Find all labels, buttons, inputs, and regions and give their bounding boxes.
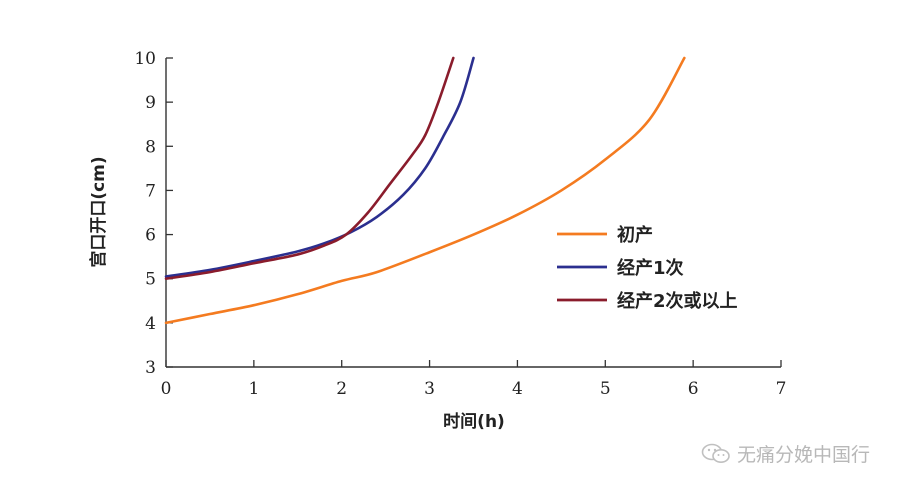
y-tick-label: 6 [145, 226, 156, 246]
y-tick-label: 3 [145, 358, 156, 378]
y-axis-title: 宫口开口(cm) [88, 156, 109, 267]
y-tick-label: 4 [145, 314, 156, 334]
y-tick-label: 9 [145, 93, 156, 113]
chart-axes [165, 58, 781, 368]
x-tick-label: 0 [161, 379, 172, 399]
legend-label: 经产2次或以上 [617, 290, 738, 312]
watermark-text: 无痛分娩中国行 [736, 444, 870, 466]
x-tick-label: 5 [600, 379, 611, 399]
x-tick-label: 4 [512, 379, 523, 399]
y-ticks: 3 4 5 6 7 8 9 10 [134, 49, 173, 378]
y-tick-label: 8 [145, 137, 156, 157]
x-tick-label: 3 [424, 379, 435, 399]
series-line-2 [164, 56, 475, 278]
series-line-3 [164, 56, 455, 281]
x-axis-title: 时间(h) [443, 411, 505, 432]
series-lines [164, 56, 686, 325]
x-tick-label: 6 [688, 379, 699, 399]
y-tick-label: 5 [145, 270, 156, 290]
x-ticks: 0 1 2 3 4 5 6 7 [161, 360, 787, 399]
series-line-1 [164, 56, 686, 325]
x-tick-label: 2 [336, 379, 347, 399]
x-tick-label: 1 [248, 379, 259, 399]
legend-label: 初产 [617, 224, 653, 246]
y-tick-label: 10 [134, 49, 156, 69]
x-tick-label: 7 [776, 379, 787, 399]
legend-label: 经产1次 [617, 257, 684, 279]
wechat-icon [701, 443, 730, 463]
y-tick-label: 7 [145, 181, 156, 201]
watermark: 无痛分娩中国行 [701, 440, 870, 467]
